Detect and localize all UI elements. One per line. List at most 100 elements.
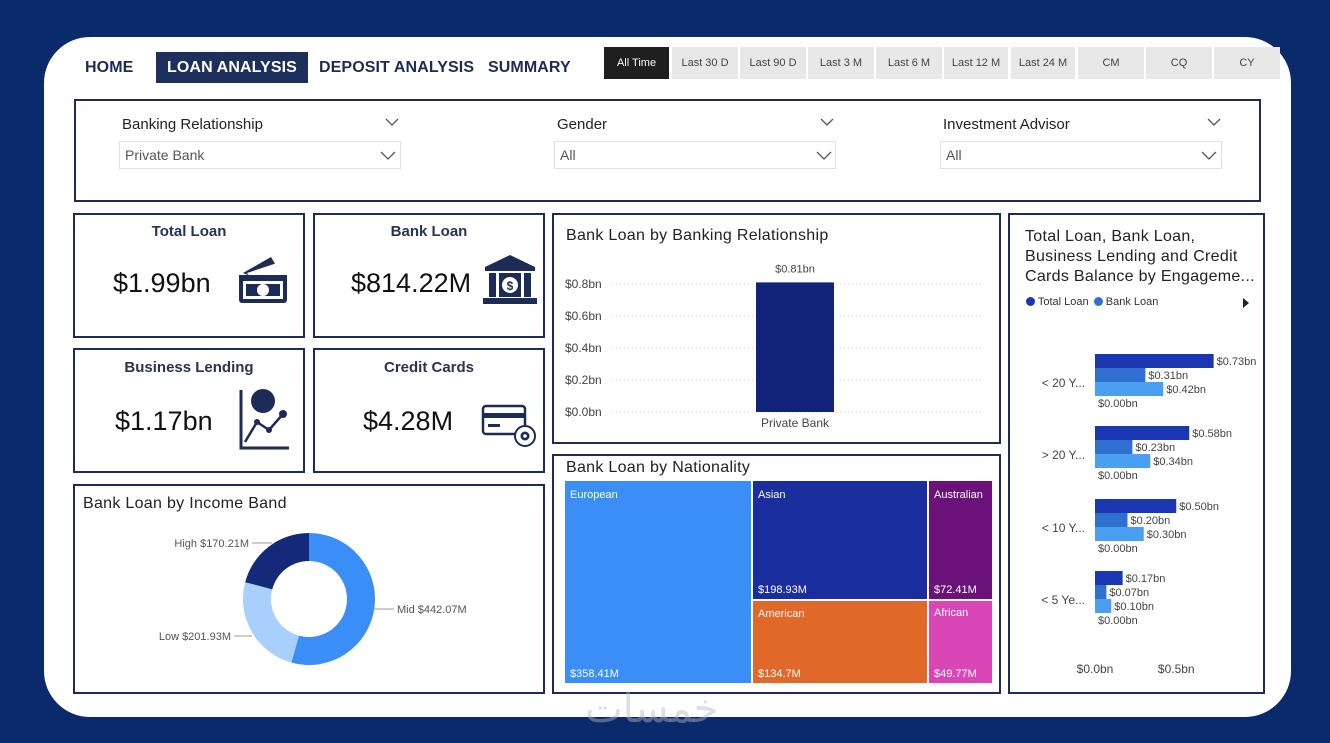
hbar-bank-loan[interactable] [1095, 368, 1146, 382]
hbar-data-label: $0.34bn [1153, 456, 1193, 468]
time-filter-last-24m[interactable]: Last 24 M [1011, 47, 1075, 79]
hbar-data-label: $0.58bn [1192, 428, 1232, 440]
hbar-data-label: $0.00bn [1098, 615, 1138, 627]
bar[interactable] [756, 282, 834, 412]
hbar-total-loan[interactable] [1095, 426, 1190, 440]
donut-data-label: Low $201.93M [159, 631, 231, 643]
nav-deposit-analysis[interactable]: DEPOSIT ANALYSIS [319, 59, 475, 76]
treemap-value: $49.77M [934, 668, 977, 680]
chart-title: Bank Loan by Nationality [566, 459, 751, 476]
y-category-label: < 20 Y... [1042, 376, 1085, 390]
hbar-total-loan[interactable] [1095, 499, 1177, 513]
kpi-value: $1.99bn [113, 268, 211, 298]
donut-slice-high[interactable] [245, 533, 309, 590]
hbar-data-label: $0.00bn [1098, 543, 1138, 555]
legend-dot [1093, 297, 1103, 306]
treemap-cell-asian[interactable]: Asian $198.93M [753, 481, 927, 599]
chevron-down-icon[interactable] [385, 118, 399, 127]
hbar-business-lending[interactable] [1095, 599, 1112, 613]
time-filter-all-time[interactable]: All Time [604, 47, 669, 79]
nav-summary[interactable]: SUMMARY [488, 59, 571, 76]
hbar-business-lending[interactable] [1095, 454, 1151, 468]
treemap-label: Asian [758, 489, 786, 501]
filter-panel [74, 99, 1261, 202]
bank-loan-by-income-band-chart: Bank Loan by Income Band Mid $442.07M Low… [73, 484, 545, 694]
hbar-data-label: $0.30bn [1147, 529, 1187, 541]
hbar-data-label: $0.00bn [1098, 470, 1138, 482]
hbar-data-label: $0.00bn [1098, 398, 1138, 410]
bank-loan-by-relationship-chart: Bank Loan by Banking Relationship $0.8bn… [552, 213, 1001, 444]
investment-advisor-select[interactable]: All [940, 141, 1222, 169]
donut-data-label: Mid $442.07M [397, 604, 467, 616]
treemap-cell-african[interactable]: African $49.77M [929, 601, 992, 683]
chart-title: Bank Loan by Income Band [83, 495, 287, 512]
x-tick-label: Private Bank [761, 416, 830, 430]
watermark: خمسات [585, 686, 719, 732]
gender-label: Gender [557, 116, 608, 133]
time-filter-cq[interactable]: CQ [1146, 47, 1212, 79]
banking-relationship-value: Private Bank [125, 147, 205, 163]
time-filter-last-30d[interactable]: Last 30 D [672, 47, 738, 79]
kpi-title: Bank Loan [390, 223, 468, 240]
nav-home[interactable]: HOME [85, 59, 134, 76]
time-filter-last-3m[interactable]: Last 3 M [808, 47, 874, 79]
gender-select[interactable]: All [554, 141, 836, 169]
chart-title: Total Loan, Bank Loan, Business Lending … [1025, 228, 1255, 285]
bank-icon: $ [483, 255, 537, 304]
banking-relationship-label: Banking Relationship [122, 116, 263, 133]
y-tick-label: $0.4bn [565, 341, 602, 355]
time-filter-cm[interactable]: CM [1078, 47, 1144, 79]
hbar-business-lending[interactable] [1095, 527, 1144, 541]
bank-loan-by-nationality-chart: Bank Loan by Nationality European $358.4… [552, 454, 1001, 694]
bar-data-label: $0.81bn [775, 263, 815, 275]
gender-value: All [560, 147, 576, 163]
hbar-chart-svg: < 20 Y... $0.73bn $0.31bn $0.42bn $0.00bn > 2… [1041, 354, 1256, 676]
hbar-total-loan[interactable] [1095, 354, 1214, 368]
chevron-down-icon [380, 151, 396, 160]
hbar-bank-loan[interactable] [1095, 513, 1128, 527]
hbar-total-loan[interactable] [1095, 571, 1123, 585]
legend-bank-loan[interactable]: Bank Loan [1105, 296, 1159, 308]
kpi-value: $1.17bn [115, 406, 213, 436]
treemap-cell-american[interactable]: American $134.7M [753, 601, 927, 683]
nav-loan-analysis[interactable]: LOAN ANALYSIS [156, 52, 308, 83]
donut-chart-svg: Mid $442.07M Low $201.93M High $170.21M [159, 533, 467, 665]
hbar-data-label: $0.07bn [1109, 587, 1149, 599]
hbar-data-label: $0.42bn [1166, 384, 1206, 396]
investment-advisor-value: All [946, 147, 962, 163]
time-filter-last-12m[interactable]: Last 12 M [944, 47, 1008, 79]
kpi-title: Credit Cards [383, 359, 475, 376]
play-right-icon[interactable] [1242, 298, 1250, 308]
donut-slice-mid[interactable] [291, 533, 375, 665]
hbar-bank-loan[interactable] [1095, 585, 1107, 599]
time-filter-last-6m[interactable]: Last 6 M [876, 47, 942, 79]
hbar-data-label: $0.10bn [1114, 601, 1154, 613]
hbar-business-lending[interactable] [1095, 382, 1164, 396]
y-category-label: > 20 Y... [1042, 448, 1085, 462]
hbar-bank-loan[interactable] [1095, 440, 1133, 454]
time-filter-cy[interactable]: CY [1214, 47, 1280, 79]
investment-advisor-label: Investment Advisor [943, 116, 1070, 133]
treemap-value: $72.41M [934, 584, 977, 596]
hbar-data-label: $0.31bn [1148, 370, 1188, 382]
bar-chart-svg: $0.8bn $0.6bn $0.4bn $0.2bn $0.0bn $0.81bn Pri… [565, 263, 982, 430]
kpi-title: Business Lending [124, 359, 254, 376]
treemap-cell-european[interactable]: European $358.41M [565, 481, 751, 683]
legend-total-loan[interactable]: Total Loan [1037, 296, 1089, 308]
kpi-bank-loan: Bank Loan $814.22M $ [313, 213, 545, 338]
legend-dot [1026, 297, 1035, 306]
donut-slice-low[interactable] [243, 582, 299, 663]
treemap-cell-australian[interactable]: Australian $72.41M [929, 481, 992, 599]
x-tick-label: $0.5bn [1158, 662, 1195, 676]
time-filter-last-90d[interactable]: Last 90 D [740, 47, 806, 79]
treemap-label: African [934, 607, 969, 619]
legend: Total Loan Bank Loan [1026, 296, 1158, 308]
chevron-down-icon[interactable] [1207, 118, 1221, 127]
y-tick-label: $0.6bn [565, 309, 602, 323]
treemap-value: $134.7M [758, 668, 801, 680]
chevron-down-icon [816, 151, 832, 160]
banking-relationship-select[interactable]: Private Bank [119, 141, 401, 169]
y-category-label: < 10 Y... [1042, 521, 1085, 535]
chevron-down-icon[interactable] [820, 118, 834, 127]
growth-chart-icon [239, 389, 289, 450]
